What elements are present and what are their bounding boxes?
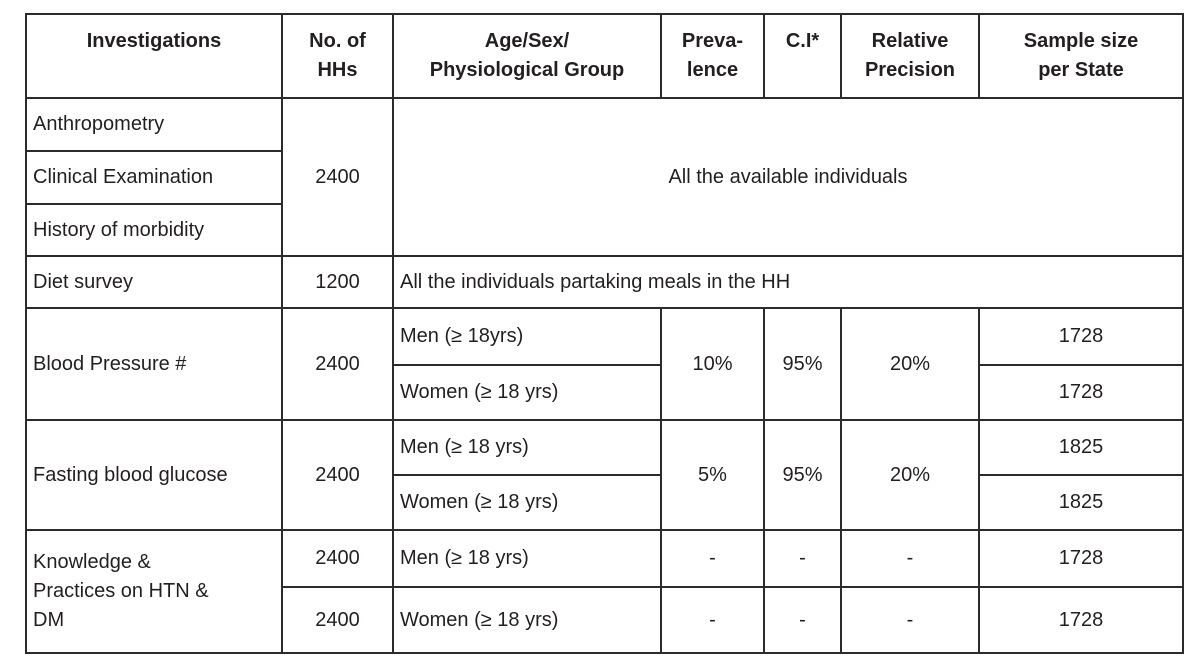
row-blood-pressure-women: Women (≥ 18 yrs) 1728: [26, 364, 1184, 421]
cell-hhs-kp-women: 2400: [281, 586, 394, 654]
cell-sample-fbg-men: 1825: [978, 419, 1184, 476]
sampling-design-table: Investigations No. of HHs Age/Sex/ Physi…: [25, 13, 1184, 654]
cell-sample-kp-men: 1728: [978, 529, 1184, 588]
cell-ci-kp-women: -: [763, 586, 842, 654]
cell-investigation-fasting-glucose: Fasting blood glucose: [25, 419, 283, 531]
cell-hhs-diet-survey: 1200: [281, 255, 394, 309]
row-fasting-glucose-men: Fasting blood glucose 2400 Men (≥ 18 yrs…: [25, 419, 1184, 531]
row-blood-pressure-men: Blood Pressure # 2400 Men (≥ 18yrs) 10% …: [25, 307, 1184, 421]
cell-sample-bp-women: 1728: [978, 364, 1184, 421]
cell-investigation-history-morbidity: History of morbidity: [25, 203, 283, 257]
col-header-age-sex-group: Age/Sex/ Physiological Group: [392, 13, 662, 99]
col-header-ci: C.I*: [763, 13, 842, 99]
cell-investigation-diet-survey: Diet survey: [25, 255, 283, 309]
cell-relative-precision-kp-women: -: [840, 586, 980, 654]
cell-ci-fasting-glucose: 95%: [763, 419, 842, 531]
cell-relative-precision-kp-men: -: [840, 529, 980, 588]
row-knowledge-practices-men: Knowledge & Practices on HTN & DM 2400 M…: [25, 529, 1184, 654]
cell-hhs-blood-pressure: 2400: [281, 307, 394, 421]
cell-group-fbg-men: Men (≥ 18 yrs): [392, 419, 662, 476]
row-diet-survey: Diet survey 1200 All the individuals par…: [25, 255, 1184, 309]
cell-group-bp-men: Men (≥ 18yrs): [392, 307, 662, 366]
cell-group-kp-men: Men (≥ 18 yrs): [392, 529, 662, 588]
row-knowledge-practices-women: 2400 Women (≥ 18 yrs) - - - 1728: [26, 586, 1184, 654]
cell-prevalence-kp-women: -: [660, 586, 765, 654]
cell-sample-bp-men: 1728: [978, 307, 1184, 366]
cell-relative-precision-blood-pressure: 20%: [840, 307, 980, 421]
row-fasting-glucose-women: Women (≥ 18 yrs) 1825: [26, 474, 1184, 531]
cell-hhs-anthro-group: 2400: [281, 97, 394, 257]
cell-investigation-anthropometry: Anthropometry: [25, 97, 283, 152]
cell-investigation-knowledge-practices: Knowledge & Practices on HTN & DM: [25, 529, 283, 654]
cell-hhs-fasting-glucose: 2400: [281, 419, 394, 531]
cell-relative-precision-fasting-glucose: 20%: [840, 419, 980, 531]
row-anthropometry: Anthropometry 2400 All the available ind…: [25, 97, 1184, 257]
cell-group-diet-survey: All the individuals partaking meals in t…: [392, 255, 1184, 309]
col-header-no-of-hhs: No. of HHs: [281, 13, 394, 99]
cell-ci-blood-pressure: 95%: [763, 307, 842, 421]
col-header-sample-size: Sample size per State: [978, 13, 1184, 99]
cell-sample-kp-women: 1728: [978, 586, 1184, 654]
cell-group-bp-women: Women (≥ 18 yrs): [392, 364, 662, 421]
cell-sample-fbg-women: 1825: [978, 474, 1184, 531]
cell-investigation-blood-pressure: Blood Pressure #: [25, 307, 283, 421]
col-header-investigations: Investigations: [25, 13, 283, 99]
col-header-relative-precision: Relative Precision: [840, 13, 980, 99]
row-history-of-morbidity: History of morbidity: [25, 203, 1183, 257]
cell-prevalence-kp-men: -: [660, 529, 765, 588]
cell-hhs-kp-men: 2400: [281, 529, 394, 588]
col-header-prevalence: Preva- lence: [660, 13, 765, 99]
cell-investigation-clinical-examination: Clinical Examination: [25, 150, 283, 205]
cell-group-kp-women: Women (≥ 18 yrs): [392, 586, 662, 654]
cell-ci-kp-men: -: [763, 529, 842, 588]
cell-prevalence-blood-pressure: 10%: [660, 307, 765, 421]
cell-group-anthro-shared: All the available individuals: [392, 97, 1184, 257]
row-clinical-examination: Clinical Examination: [25, 150, 1183, 205]
table-header-row: Investigations No. of HHs Age/Sex/ Physi…: [25, 13, 1184, 99]
cell-prevalence-fasting-glucose: 5%: [660, 419, 765, 531]
cell-group-fbg-women: Women (≥ 18 yrs): [392, 474, 662, 531]
